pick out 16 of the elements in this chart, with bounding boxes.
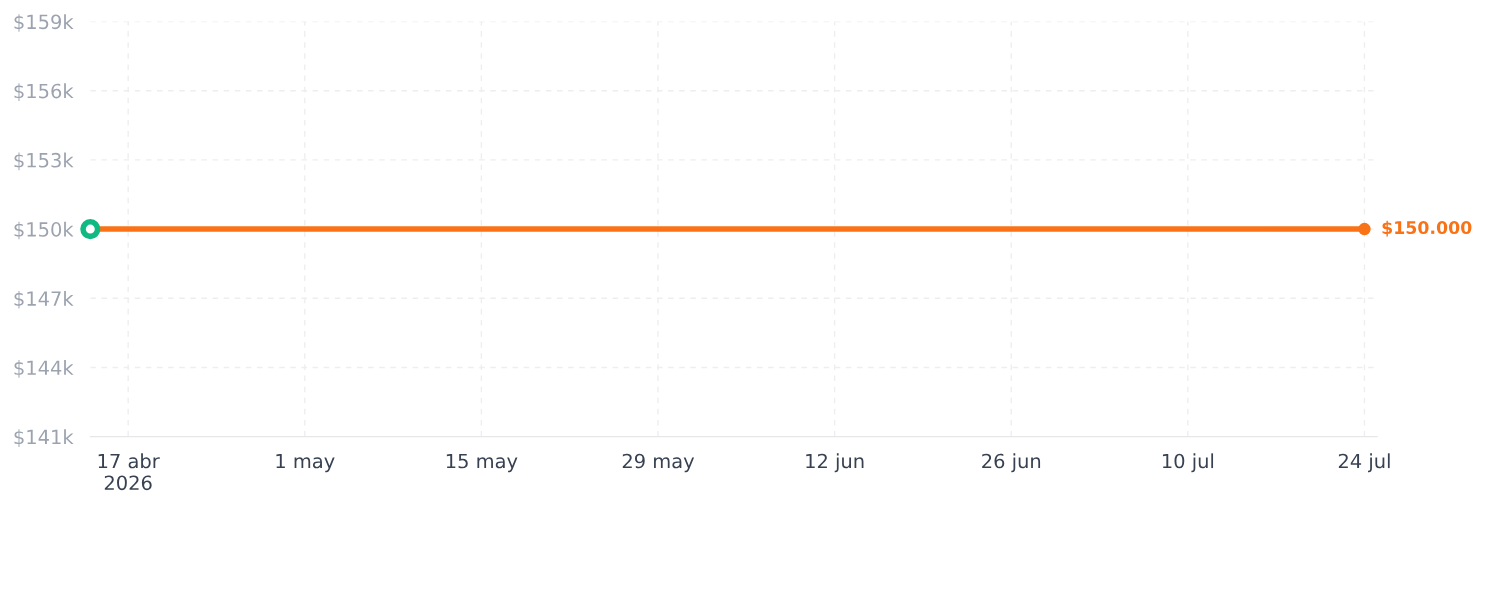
y-tick-label: $144k <box>14 360 74 378</box>
y-tick-label: $156k <box>14 83 74 101</box>
data-label: $150.000 <box>1382 220 1472 237</box>
y-tick-label: $159k <box>14 14 74 32</box>
x-tick-label: 15 may <box>446 453 518 473</box>
x-tick-label: 17 abr 2026 <box>98 453 160 491</box>
x-tick-label: 24 jul <box>1338 453 1390 473</box>
y-tick-label: $150k <box>14 221 74 240</box>
x-tick-label: 10 jul <box>1162 453 1214 473</box>
x-tick-label: 12 jun <box>806 453 864 473</box>
x-tick-label: 1 may <box>276 453 335 473</box>
y-tick-label: $147k <box>14 290 74 309</box>
y-tick-label: $141k <box>14 429 74 447</box>
x-tick-label: 26 jun <box>982 453 1041 473</box>
x-tick-label: 29 may <box>622 453 695 473</box>
y-tick-label: $153k <box>14 152 74 171</box>
